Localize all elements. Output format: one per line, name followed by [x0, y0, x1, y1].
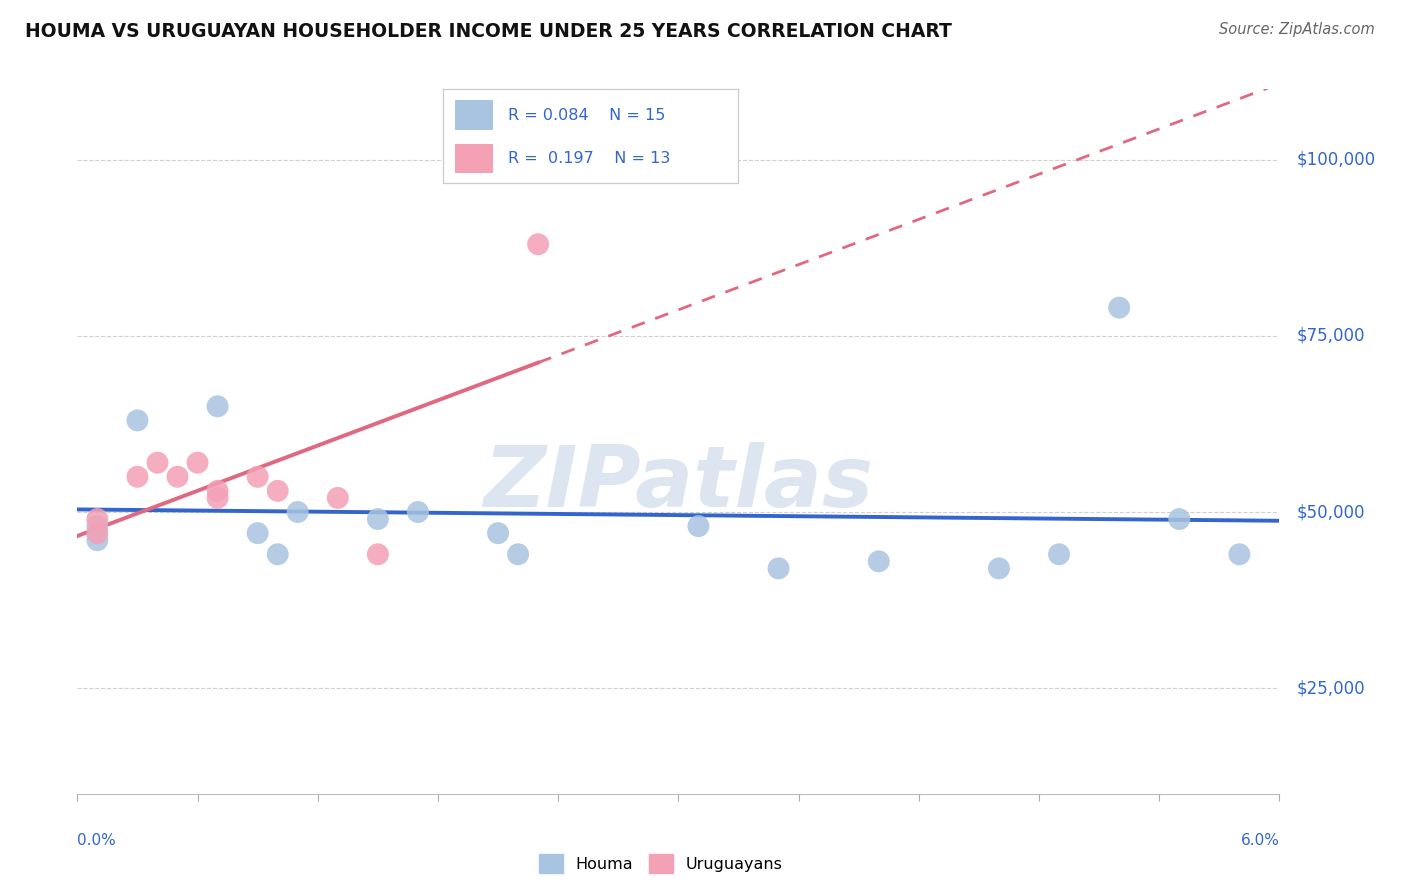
- Point: [246, 469, 269, 483]
- Point: [166, 469, 188, 483]
- Point: [287, 505, 309, 519]
- Point: [207, 483, 229, 498]
- Point: [86, 519, 108, 533]
- Point: [1108, 301, 1130, 315]
- Point: [768, 561, 790, 575]
- Point: [207, 491, 229, 505]
- Point: [367, 512, 389, 526]
- Text: ZIPatlas: ZIPatlas: [484, 442, 873, 525]
- Point: [1047, 547, 1070, 561]
- Point: [688, 519, 710, 533]
- Point: [267, 547, 290, 561]
- Text: $50,000: $50,000: [1296, 503, 1365, 521]
- Point: [86, 512, 108, 526]
- Point: [186, 456, 209, 470]
- Point: [267, 483, 290, 498]
- Point: [486, 526, 509, 541]
- Bar: [454, 101, 494, 130]
- Point: [868, 554, 890, 568]
- Point: [508, 547, 530, 561]
- Point: [406, 505, 429, 519]
- Text: 0.0%: 0.0%: [77, 833, 117, 847]
- Text: $25,000: $25,000: [1296, 679, 1365, 698]
- Point: [86, 533, 108, 548]
- Point: [127, 469, 149, 483]
- Point: [1229, 547, 1251, 561]
- Point: [326, 491, 349, 505]
- Point: [527, 237, 550, 252]
- Point: [246, 526, 269, 541]
- Text: $75,000: $75,000: [1296, 326, 1365, 345]
- Point: [988, 561, 1011, 575]
- Point: [1168, 512, 1191, 526]
- Bar: [454, 144, 494, 173]
- Text: 6.0%: 6.0%: [1240, 833, 1279, 847]
- Point: [86, 526, 108, 541]
- Text: R = 0.084    N = 15: R = 0.084 N = 15: [508, 108, 665, 123]
- Text: HOUMA VS URUGUAYAN HOUSEHOLDER INCOME UNDER 25 YEARS CORRELATION CHART: HOUMA VS URUGUAYAN HOUSEHOLDER INCOME UN…: [25, 22, 952, 41]
- Legend: Houma, Uruguayans: Houma, Uruguayans: [533, 847, 789, 880]
- Point: [207, 399, 229, 413]
- Point: [367, 547, 389, 561]
- Text: R =  0.197    N = 13: R = 0.197 N = 13: [508, 151, 671, 166]
- Text: Source: ZipAtlas.com: Source: ZipAtlas.com: [1219, 22, 1375, 37]
- Point: [146, 456, 169, 470]
- Point: [127, 413, 149, 427]
- Text: $100,000: $100,000: [1296, 151, 1375, 169]
